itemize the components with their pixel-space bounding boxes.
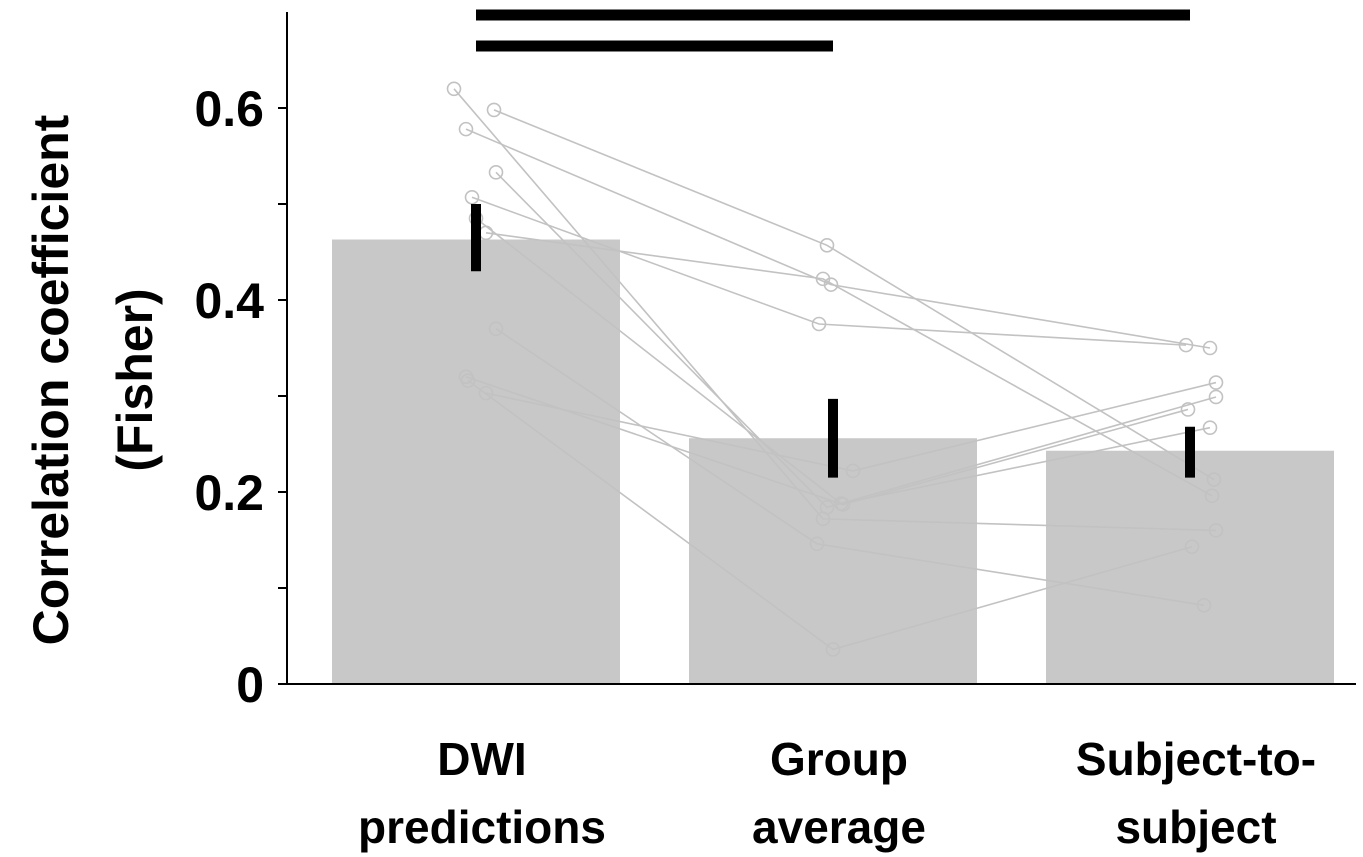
y-axis-label: Correlation coefficient (Fisher) [23,114,163,645]
subject-point-4-3 [1208,389,1224,405]
x-category-label-2-line-1: Group [770,733,908,785]
subject-lines-layer [446,81,1224,657]
y-tick-label-4: 0.6 [194,81,264,137]
subject-point-6-3 [1204,488,1220,504]
subject-point-1-3 [1208,523,1224,538]
subject-point-2-3 [1206,472,1222,487]
x-category-label-2-line-2: average [752,801,926,853]
subject-point-9-1 [460,373,476,388]
subject-point-7-1 [488,321,504,337]
subject-line-4 [495,171,1217,509]
x-category-label-1-line-1: DWI [437,733,526,785]
subject-point-10-1 [478,385,494,401]
subject-line-5 [471,196,1187,346]
subject-line-11 [475,217,1211,505]
subject-point-2-2 [819,237,835,253]
subject-line-7 [495,328,1205,607]
subject-line-2 [493,109,1215,481]
subject-point-11-2 [833,496,849,511]
subject-point-10-3 [1208,375,1224,390]
subject-point-4-2 [819,500,835,515]
bar-1 [332,239,620,684]
subject-point-3-1 [458,121,474,137]
y-ticks-layer: 0 0.2 0.4 0.6 [194,81,287,713]
subject-point-11-3 [1202,420,1218,435]
y-axis-label-line-1: Correlation coefficient [23,114,79,645]
subject-line-8 [465,376,1189,506]
y-tick-label-2: 0.2 [194,465,264,521]
x-category-label-1-line-2: predictions [358,801,606,853]
subject-point-10-2 [845,463,861,479]
y-tick-label-3: 0.4 [194,273,264,329]
subject-point-4-1 [488,165,504,180]
subject-line-1 [453,88,1217,532]
subject-point-9-3 [1184,539,1200,555]
subject-point-5-2 [811,316,827,332]
subject-line-10 [485,381,1217,472]
x-category-label-3-line-1: Subject-to- [1076,733,1316,785]
subject-point-7-2 [809,536,825,552]
subject-point-3-3 [1202,340,1218,356]
subject-point-2-1 [486,102,502,118]
y-axis-label-line-2: (Fisher) [107,288,163,471]
subject-point-9-2 [825,642,841,657]
significance-bars-layer [476,9,1190,52]
error-bars-layer [471,204,1195,478]
subject-line-6 [485,232,1213,497]
subject-line-9 [467,379,1193,651]
subject-point-5-3 [1178,337,1194,353]
subject-line-3 [465,128,1211,349]
subject-point-5-1 [464,189,480,205]
x-labels-layer: DWI predictions Group average Subject-to-sub… [358,733,1316,853]
subject-point-6-2 [815,271,831,287]
bar-3 [1046,450,1334,684]
axes-layer [286,12,1356,685]
subject-point-7-3 [1196,597,1212,613]
subject-point-8-3 [1180,402,1196,417]
y-tick-label-1: 0 [236,657,264,713]
subject-point-1-1 [446,81,462,97]
x-category-label-3-line-2: subject [1115,801,1276,853]
